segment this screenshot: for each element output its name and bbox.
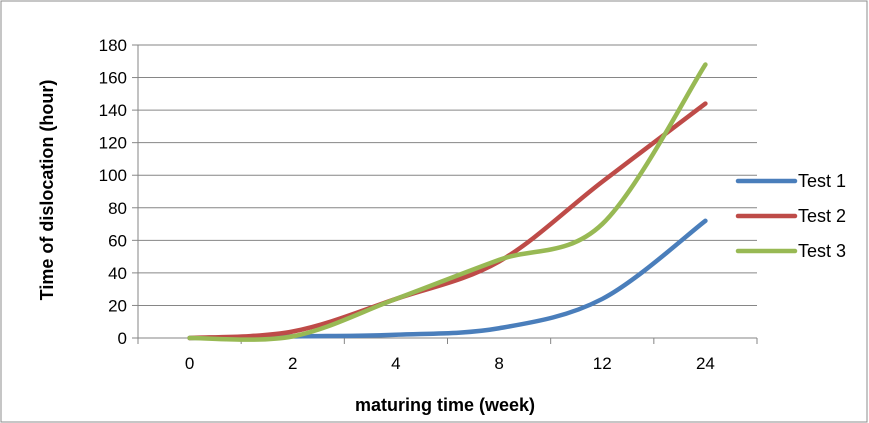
y-tick-label: 120 — [99, 134, 127, 153]
x-tick-label: 24 — [696, 354, 715, 373]
y-tick-label: 160 — [99, 69, 127, 88]
y-tick-label: 80 — [108, 199, 127, 218]
y-tick-label: 0 — [118, 329, 127, 348]
y-tick-label: 20 — [108, 296, 127, 315]
x-tick-label: 0 — [185, 354, 194, 373]
y-tick-label: 100 — [99, 166, 127, 185]
legend: Test 1 Test 2 Test 3 — [735, 171, 846, 261]
legend-label-1: Test 1 — [798, 171, 846, 191]
x-tick-label: 12 — [593, 354, 612, 373]
y-tick-label: 140 — [99, 101, 127, 120]
legend-label-2: Test 2 — [798, 206, 846, 226]
x-tick-labels: 0 2 4 8 12 24 — [185, 354, 715, 373]
y-axis-title: Time of dislocation (hour) — [37, 80, 57, 301]
y-tick-label: 60 — [108, 231, 127, 250]
x-tick-label: 2 — [288, 354, 297, 373]
y-tick-labels: 0 20 40 60 80 100 120 140 160 180 — [99, 36, 127, 348]
x-axis-title: maturing time (week) — [355, 395, 535, 415]
legend-label-3: Test 3 — [798, 241, 846, 261]
y-tick-label: 40 — [108, 264, 127, 283]
gridlines — [138, 44, 757, 306]
y-tick-label: 180 — [99, 36, 127, 55]
series-line-3 — [187, 62, 708, 342]
x-tick-label: 8 — [494, 354, 503, 373]
series-lines — [187, 62, 708, 342]
x-tick-label: 4 — [391, 354, 400, 373]
series-line-2 — [187, 101, 708, 341]
